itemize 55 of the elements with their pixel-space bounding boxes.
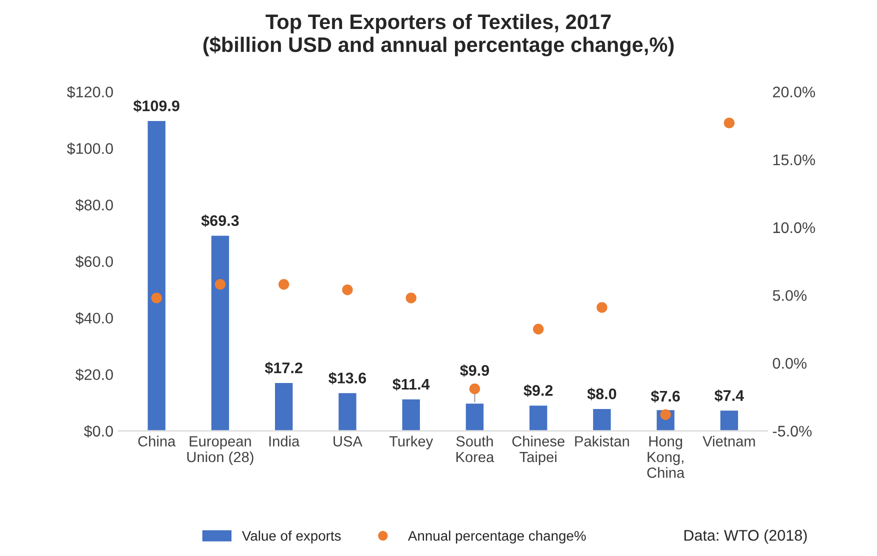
data-label: $7.6	[650, 390, 680, 403]
legend-label: Value of exports	[242, 530, 341, 544]
data-label: $13.6	[328, 372, 366, 384]
bar	[146, 120, 167, 431]
point	[342, 284, 353, 296]
point	[532, 324, 544, 335]
data-label: $8.0	[587, 388, 616, 400]
data-label: $109.9	[133, 100, 180, 112]
chart-title: Top Ten Exporters of Textiles, 2017 ($billion USD and annual percentage change,%)	[203, 14, 674, 56]
bar	[464, 402, 485, 431]
text: Data: WTO (2018)	[684, 530, 807, 544]
point	[724, 118, 735, 128]
y-tick-label: $20.0	[75, 368, 113, 381]
x-tick-label: India	[269, 436, 300, 446]
y2-tick-label: 10.0%	[773, 222, 816, 234]
data-label: $11.4	[392, 378, 430, 391]
bar	[592, 408, 612, 431]
y-tick-label: $100.0	[66, 142, 113, 155]
y2-tick-label: 20.0%	[773, 86, 816, 98]
data-label: $9.2	[524, 384, 553, 397]
x-tick-label: USA	[334, 436, 362, 446]
bar	[528, 404, 549, 431]
point	[469, 383, 480, 394]
point	[278, 279, 290, 290]
y2-tick-label: 5.0%	[772, 290, 807, 301]
y-tick-label: $120.0	[66, 86, 113, 98]
y-tick-label: $40.0	[75, 312, 113, 324]
data-label: $9.9	[460, 364, 489, 377]
point	[596, 302, 608, 313]
y2-tick-label: 0.0%	[772, 358, 807, 369]
x-tick-label: Vietnam	[702, 436, 755, 446]
x-tick-label: Turkey	[389, 436, 434, 450]
x-tick-label: Hong Kong, China	[647, 436, 685, 478]
y-tick-label: $60.0	[75, 256, 113, 268]
point	[151, 292, 162, 304]
x-tick-label: China	[138, 436, 176, 446]
data-label: $17.2	[264, 362, 302, 374]
y2-tick-label: 15.0%	[773, 154, 816, 166]
y2-tick-label: -5.0%	[772, 426, 812, 437]
data-label: $7.4	[714, 389, 744, 402]
x-tick-label: Pakistan	[575, 436, 629, 446]
y-tick-label: $0.0	[84, 425, 113, 438]
x-tick-label: South Korea	[456, 436, 494, 462]
x-tick-label: Chinese Taipei	[512, 436, 564, 466]
bar	[400, 398, 422, 431]
y-tick-label: $80.0	[75, 199, 113, 212]
point	[214, 279, 226, 290]
data-label: $69.3	[201, 214, 239, 227]
bar	[210, 234, 230, 431]
point	[406, 292, 416, 304]
legend-label: Annual percentage change%	[408, 530, 586, 544]
x-tick-label: European Union (28)	[187, 436, 254, 466]
bar	[337, 392, 358, 431]
bar	[718, 409, 740, 431]
bar	[274, 382, 294, 431]
